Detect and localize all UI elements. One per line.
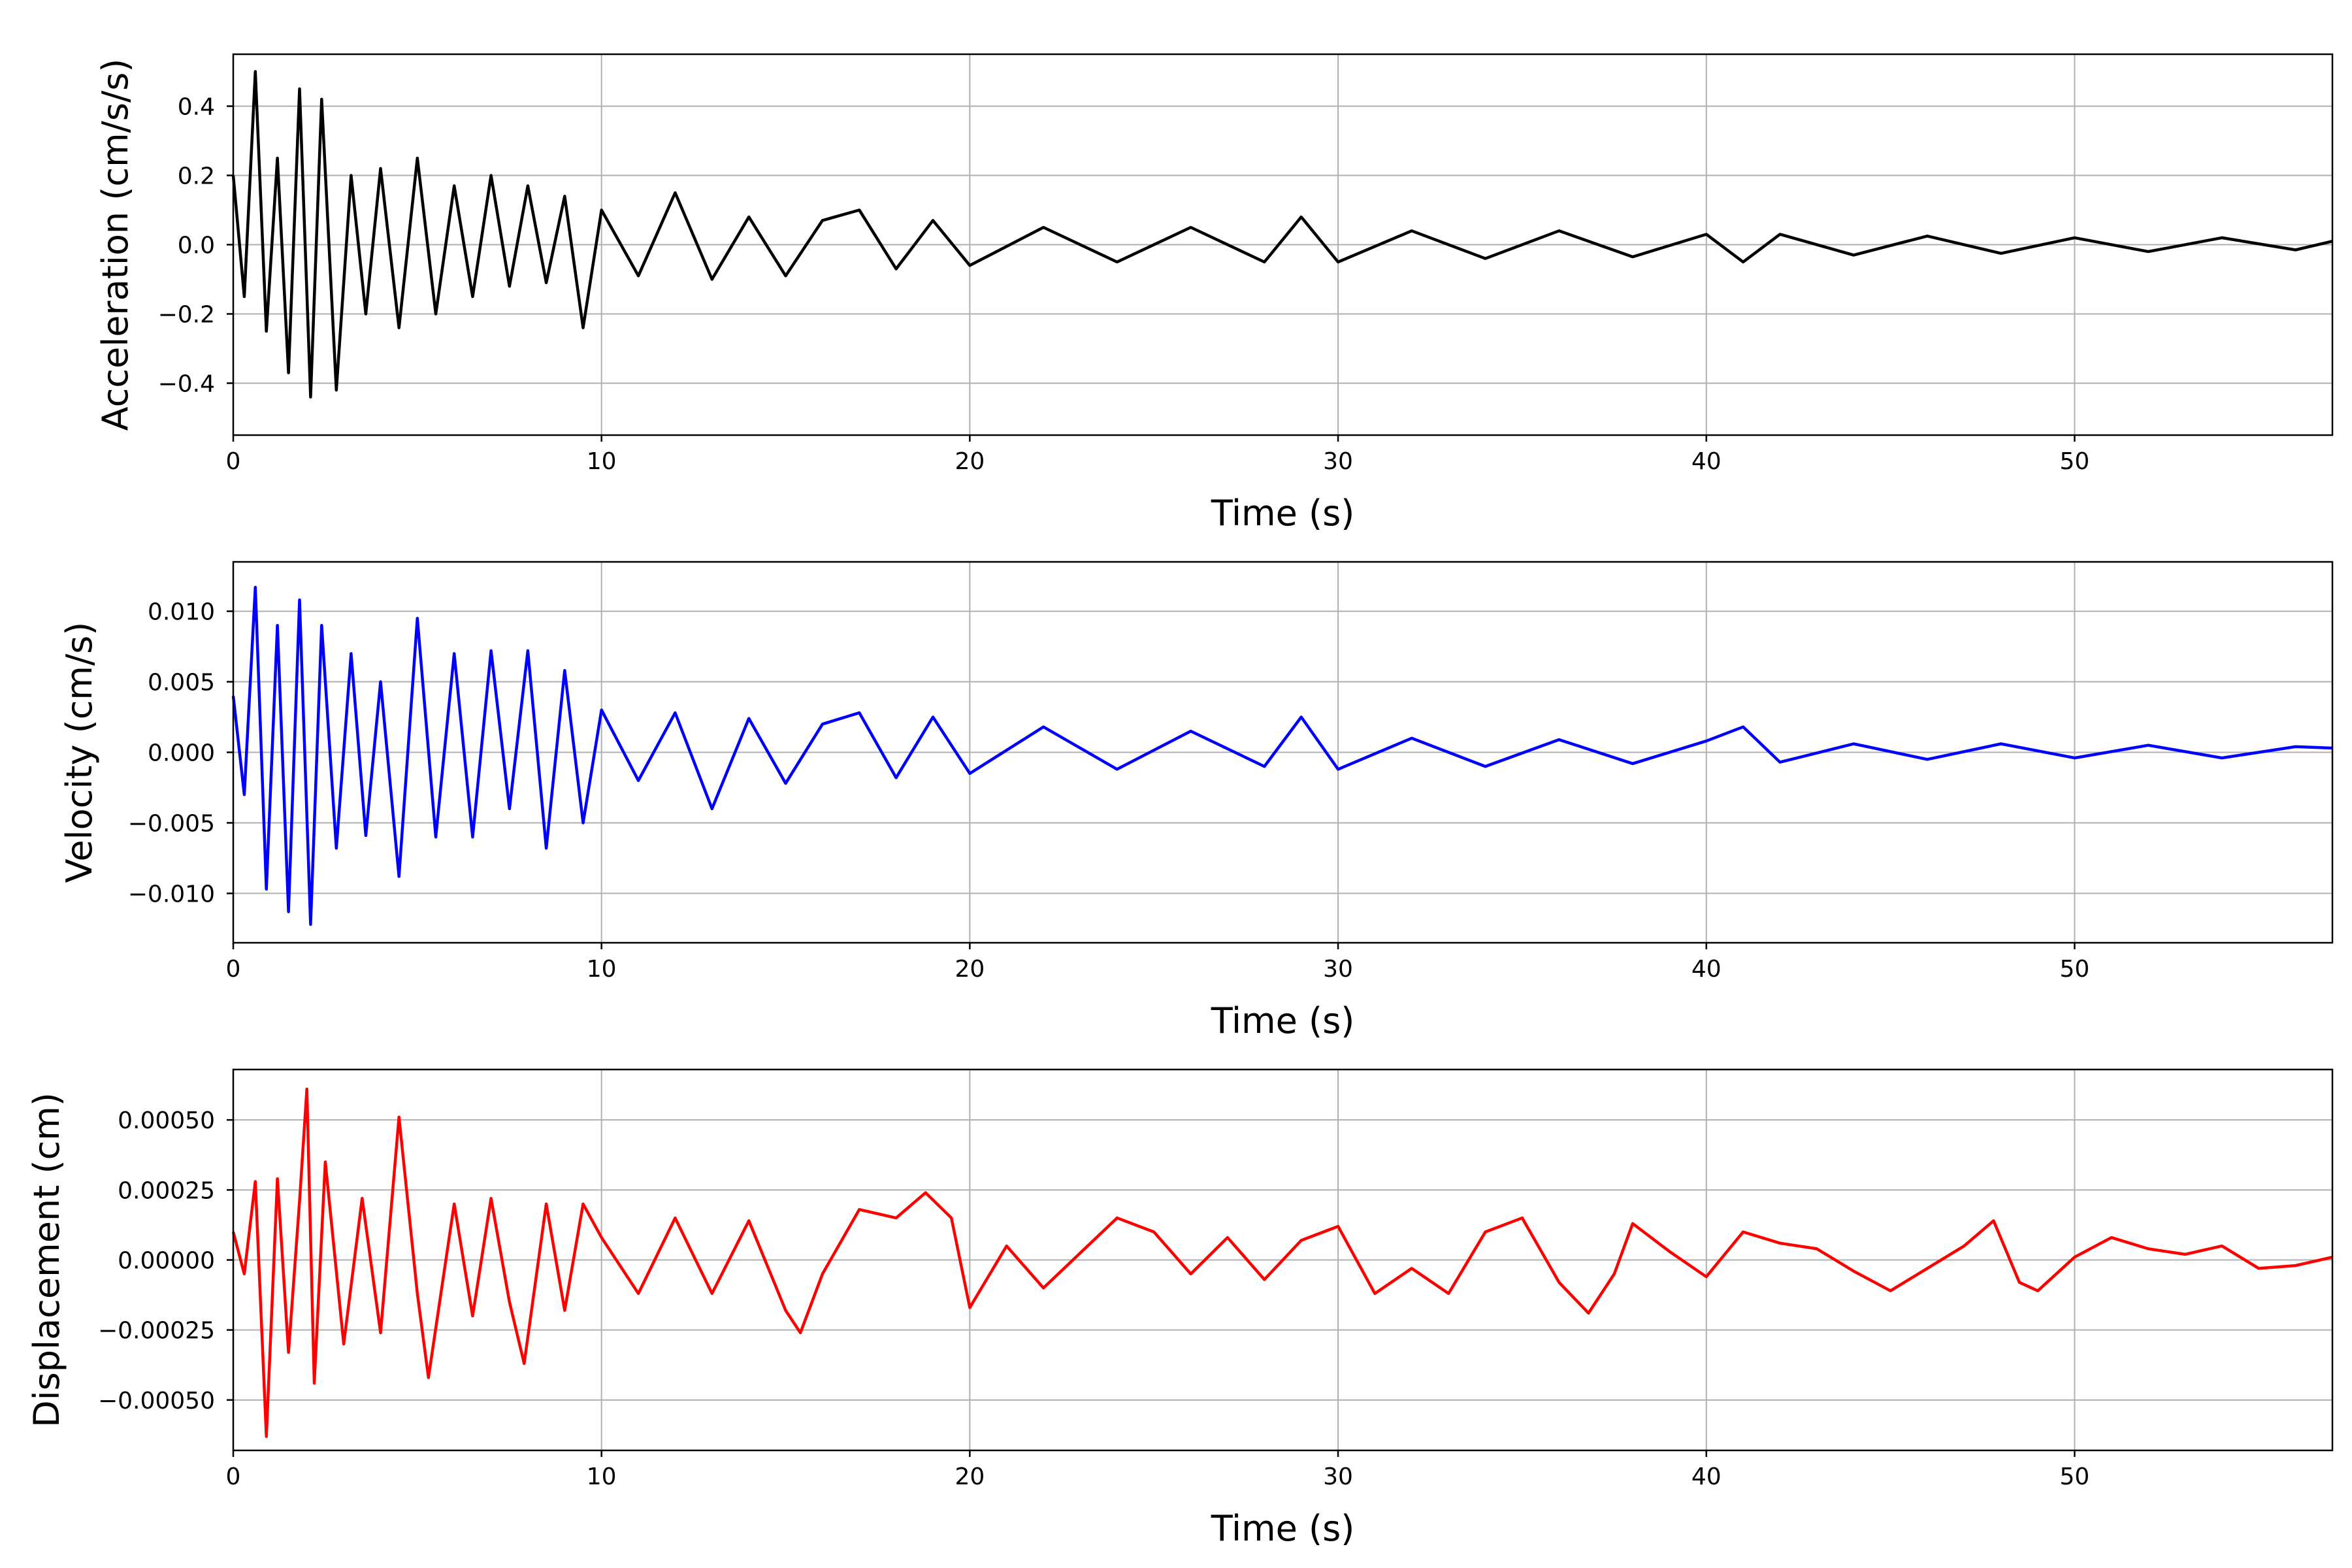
velocity-ytick-label: 0.000 (148, 740, 215, 767)
velocity-series-line (231, 585, 2333, 926)
acceleration-ytick-label: 0.2 (178, 163, 215, 190)
velocity-yaxis-label: Velocity (cm/s) (59, 622, 100, 883)
velocity-xtick-label: 40 (1691, 956, 1722, 983)
subplot-panels: 0 10 20 30 40 50 0.4 0.2 0.0 −0.2 −0.4 Time (s) Acce… (26, 53, 2334, 1549)
acceleration-ytick-label: −0.4 (158, 371, 215, 398)
displacement-xaxis-label: Time (s) (1211, 1508, 1355, 1549)
acceleration-ytick-label: 0.4 (178, 94, 215, 121)
velocity-xtick-label: 10 (587, 956, 617, 983)
displacement-xtick-label: 0 (226, 1463, 241, 1490)
displacement-series-line (231, 1087, 2333, 1438)
velocity-panel: 0 10 20 30 40 50 0.010 0.005 0.000 −0.005 −0.010 Ti… (59, 561, 2334, 1041)
acceleration-xtick-label: 40 (1691, 448, 1722, 475)
velocity-ytick-label: −0.010 (128, 881, 215, 907)
displacement-ytick-label: −0.00050 (98, 1388, 215, 1414)
displacement-xtick-label: 50 (2060, 1463, 2090, 1490)
velocity-xtick-label: 30 (1323, 956, 1353, 983)
displacement-xtick-label: 30 (1323, 1463, 1353, 1490)
acceleration-xtick-label: 20 (955, 448, 985, 475)
velocity-xtick-label: 50 (2060, 956, 2090, 983)
acceleration-xtick-label: 0 (226, 448, 241, 475)
displacement-ytick-label: 0.00050 (118, 1107, 215, 1134)
velocity-ytick-label: −0.005 (128, 810, 215, 837)
displacement-ytick-label: −0.00025 (98, 1318, 215, 1345)
acceleration-ytick-label: −0.2 (158, 302, 215, 329)
displacement-xtick-label: 40 (1691, 1463, 1722, 1490)
displacement-xtick-label: 10 (587, 1463, 617, 1490)
acceleration-panel: 0 10 20 30 40 50 0.4 0.2 0.0 −0.2 −0.4 Time (s) Acce… (95, 53, 2334, 534)
displacement-ytick-label: 0.00000 (118, 1248, 215, 1275)
velocity-xtick-label: 20 (955, 956, 985, 983)
acceleration-xtick-label: 10 (587, 448, 617, 475)
acceleration-yaxis-label: Acceleration (cm/s/s) (95, 59, 136, 431)
acceleration-xtick-label: 30 (1323, 448, 1353, 475)
displacement-xtick-label: 20 (955, 1463, 985, 1490)
velocity-xtick-label: 0 (226, 956, 241, 983)
displacement-yaxis-label: Displacement (cm) (26, 1092, 67, 1428)
displacement-ytick-label: 0.00025 (118, 1177, 215, 1204)
velocity-xaxis-label: Time (s) (1211, 1000, 1355, 1041)
velocity-ytick-label: 0.005 (148, 670, 215, 696)
acceleration-xaxis-label: Time (s) (1211, 493, 1355, 534)
acceleration-series-line (231, 70, 2333, 399)
acceleration-xtick-label: 50 (2060, 448, 2090, 475)
velocity-ytick-label: 0.010 (148, 599, 215, 626)
displacement-panel: 0 10 20 30 40 50 0.00050 0.00025 0.00000 −0.00025… (26, 1068, 2334, 1549)
acceleration-ytick-label: 0.0 (178, 233, 215, 259)
